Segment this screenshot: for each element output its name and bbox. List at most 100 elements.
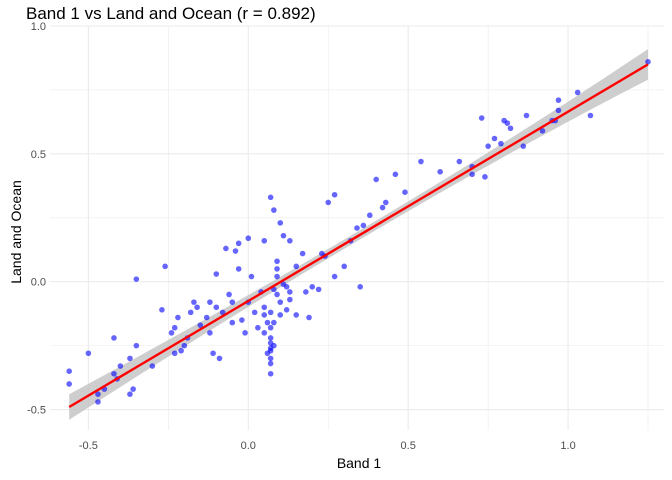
data-point	[274, 258, 280, 265]
data-point	[235, 266, 242, 272]
data-point	[219, 309, 226, 316]
data-point	[267, 194, 274, 201]
data-point	[331, 191, 338, 198]
data-point	[555, 107, 562, 114]
x-axis-label: Band 1	[336, 455, 382, 471]
data-point	[303, 289, 309, 295]
data-point	[392, 171, 399, 178]
data-point	[229, 319, 236, 326]
data-point	[248, 273, 255, 280]
data-point	[539, 128, 546, 134]
data-point	[341, 263, 348, 270]
data-point	[331, 273, 338, 280]
data-point	[315, 286, 322, 293]
data-point	[491, 135, 498, 142]
data-point	[162, 263, 168, 270]
y-tick-label: 0.5	[31, 149, 46, 161]
data-point	[287, 237, 293, 244]
data-point	[159, 307, 165, 313]
data-point	[171, 324, 178, 331]
data-point	[267, 309, 274, 316]
y-tick-label: 1.0	[31, 21, 46, 33]
regression-line	[68, 63, 649, 409]
data-point	[223, 245, 229, 252]
data-point	[277, 220, 284, 226]
y-tick-label: 0.0	[31, 277, 46, 289]
data-point	[379, 204, 386, 211]
data-point	[203, 314, 210, 321]
grid-minor	[50, 26, 664, 430]
data-point	[274, 273, 280, 280]
data-point	[271, 207, 277, 213]
data-point	[242, 330, 248, 336]
data-point	[216, 355, 223, 362]
data-point	[283, 284, 290, 290]
data-point	[239, 317, 245, 323]
data-point	[645, 58, 651, 65]
data-point	[293, 312, 300, 318]
y-axis-ticks: -0.5 0.0 0.5 1.0	[27, 21, 46, 417]
data-point	[207, 299, 213, 305]
x-tick-label: 0.5	[401, 440, 416, 452]
data-point	[299, 250, 306, 257]
data-point	[191, 299, 197, 305]
data-point	[235, 240, 242, 247]
data-points-layer	[66, 58, 651, 405]
data-point	[277, 299, 284, 305]
data-point	[456, 158, 463, 165]
data-point	[287, 296, 293, 303]
data-point	[181, 342, 188, 349]
data-point	[267, 324, 274, 331]
data-point	[267, 335, 274, 341]
data-point	[293, 263, 300, 270]
data-point	[354, 225, 360, 231]
data-point	[213, 304, 220, 311]
data-point	[85, 350, 92, 357]
data-point	[127, 355, 133, 362]
fit-line-layer	[68, 63, 649, 409]
data-point	[437, 168, 443, 175]
data-point	[66, 381, 72, 387]
data-point	[504, 120, 511, 126]
data-point	[261, 304, 268, 311]
data-point	[178, 347, 184, 354]
y-axis-label: Land and Ocean	[8, 180, 24, 284]
data-point	[171, 350, 178, 357]
data-point	[261, 312, 268, 318]
data-point	[207, 330, 213, 336]
data-point	[130, 386, 136, 392]
data-point	[194, 304, 200, 311]
data-point	[309, 284, 316, 290]
data-point	[478, 115, 485, 121]
data-point	[507, 125, 514, 132]
data-point	[95, 399, 101, 405]
data-point	[232, 248, 239, 254]
data-point	[274, 266, 280, 272]
data-point	[271, 342, 277, 349]
data-point	[168, 330, 175, 336]
data-point	[127, 391, 133, 398]
grid-major	[50, 25, 664, 430]
data-point	[95, 391, 101, 398]
data-point	[360, 222, 367, 229]
data-point	[277, 312, 284, 318]
x-tick-label: 1.0	[560, 440, 575, 452]
data-point	[210, 350, 216, 357]
data-point	[111, 335, 117, 341]
data-point	[213, 271, 220, 277]
data-point	[485, 143, 491, 149]
data-point	[523, 112, 530, 119]
data-point	[287, 289, 293, 295]
data-point	[482, 174, 488, 180]
chart-title: Band 1 vs Land and Ocean (r = 0.892)	[26, 4, 316, 23]
y-tick-label: -0.5	[27, 405, 46, 417]
x-tick-label: -0.5	[79, 440, 98, 452]
data-point	[133, 276, 140, 282]
data-point	[111, 370, 117, 377]
data-point	[283, 307, 290, 313]
data-point	[555, 97, 562, 103]
data-point	[402, 189, 408, 196]
data-point	[245, 235, 252, 242]
data-point	[229, 299, 236, 305]
